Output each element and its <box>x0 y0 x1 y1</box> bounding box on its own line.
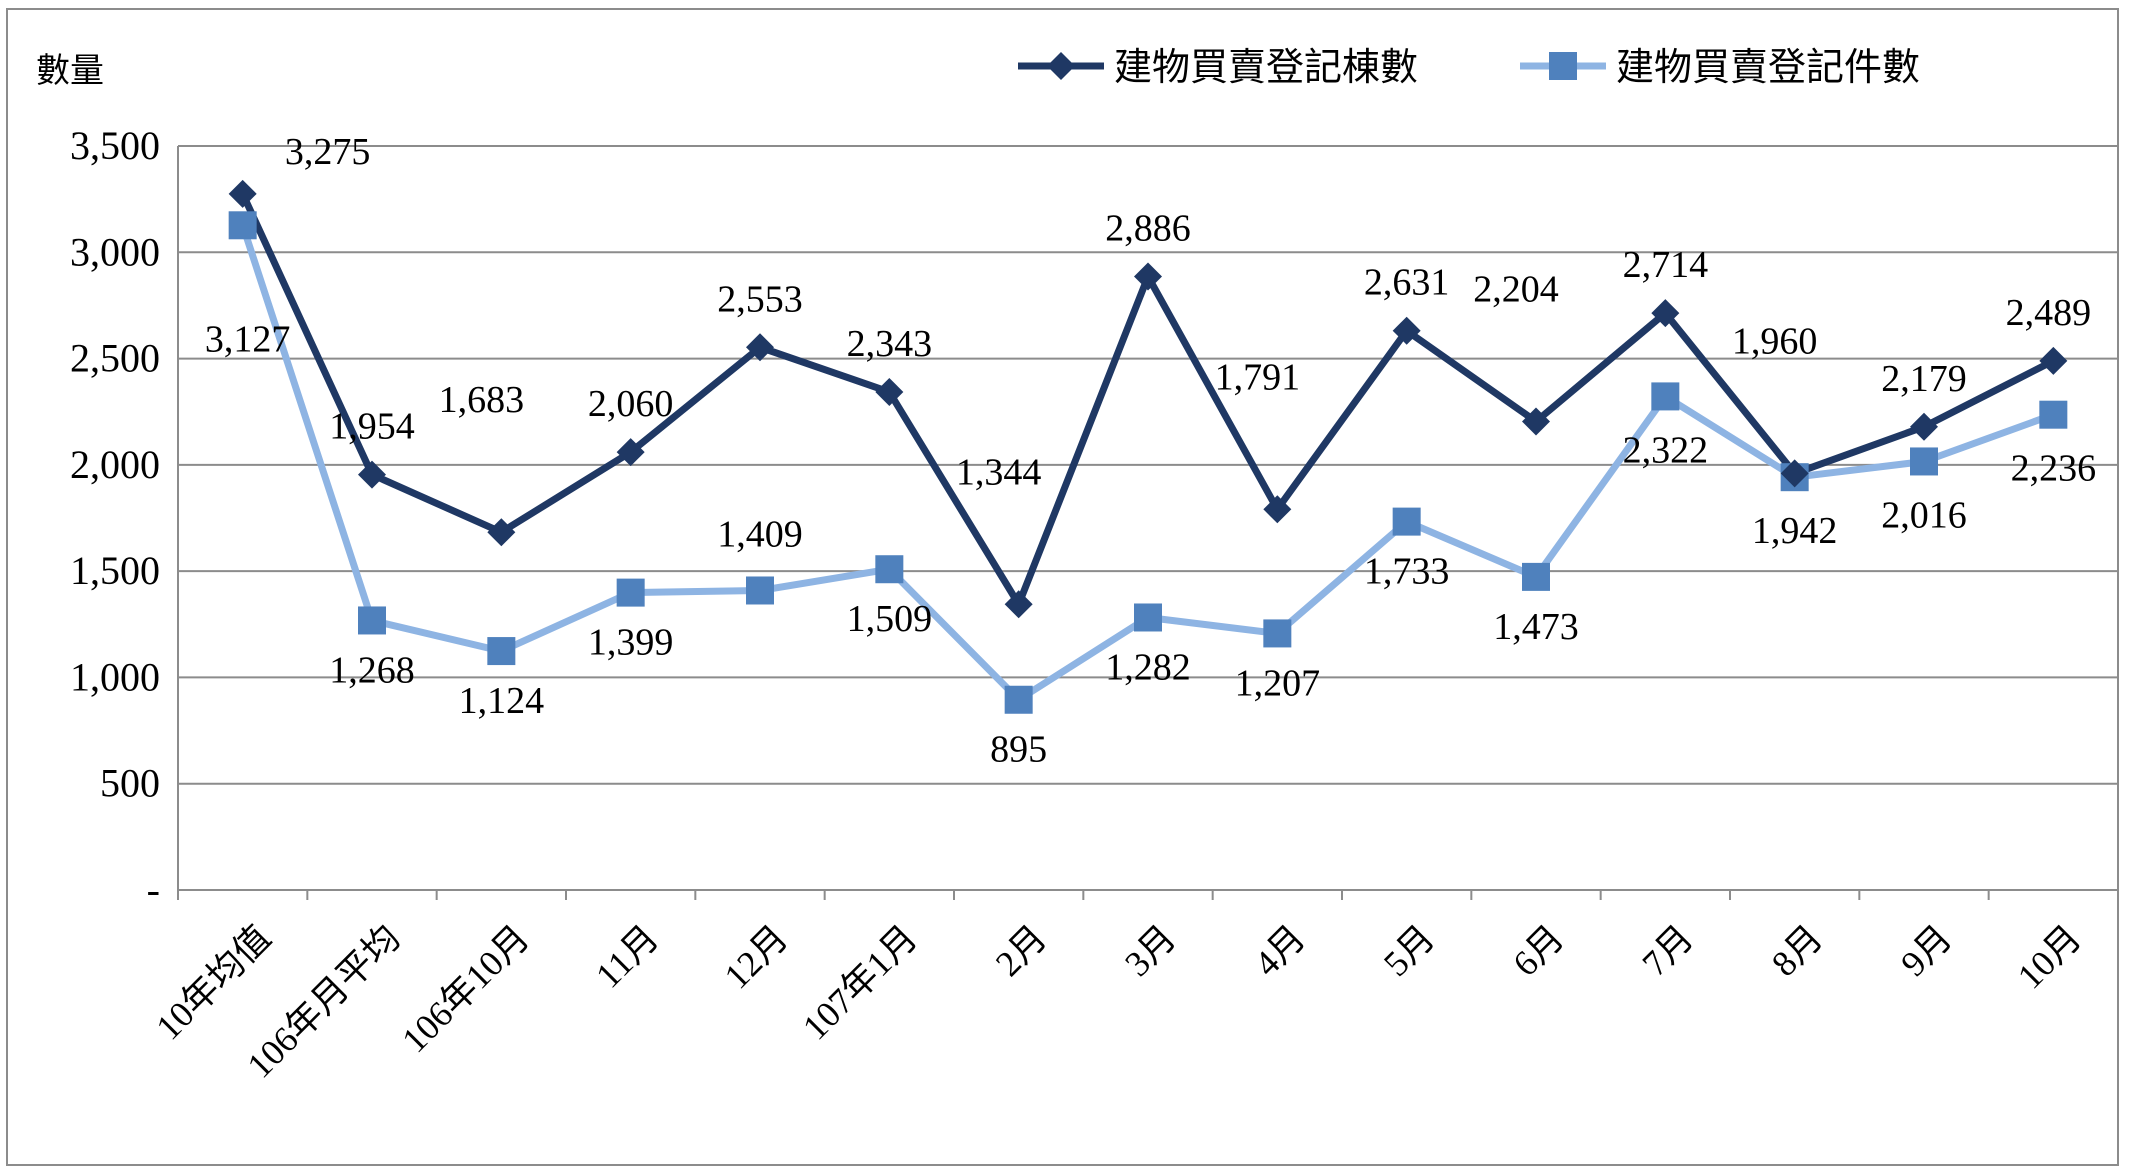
data-point <box>1910 447 1938 476</box>
data-point <box>1004 685 1033 714</box>
data-point <box>2039 400 2068 429</box>
data-point <box>1651 382 1680 411</box>
data-label: 1,509 <box>847 598 933 640</box>
legend-marker <box>1549 52 1577 80</box>
data-point <box>228 211 257 240</box>
data-label: 2,886 <box>1105 208 1191 250</box>
y-axis: - 500 1,000 1,500 2,000 2,500 3,000 3,500 <box>70 123 179 912</box>
y-tick-label: 3,000 <box>70 229 160 274</box>
x-tick-label: 10月 <box>2010 917 2089 996</box>
data-label: 3,127 <box>205 318 291 360</box>
y-tick-label: 500 <box>100 761 160 806</box>
y-tick-label: 2,500 <box>70 336 160 381</box>
data-point <box>358 460 386 489</box>
y-axis-label: 數量 <box>36 51 104 91</box>
data-label: 1,683 <box>439 379 525 421</box>
data-point <box>875 555 904 584</box>
y-tick-label: 3,500 <box>70 123 160 168</box>
data-point <box>616 578 645 607</box>
data-label: 1,733 <box>1364 551 1450 593</box>
data-label: 1,268 <box>329 649 415 691</box>
data-label: 2,016 <box>1881 494 1967 536</box>
data-label: 2,343 <box>847 323 933 365</box>
x-tick-label: 9月 <box>1893 917 1959 983</box>
series-layer <box>228 179 2068 714</box>
data-point <box>1780 459 1809 488</box>
y-tick-label: 1,500 <box>70 548 160 593</box>
x-tick-label: 10年均值 <box>148 917 278 1047</box>
data-point <box>1134 262 1162 291</box>
data-point <box>2039 346 2068 375</box>
x-tick-label: 2月 <box>988 917 1054 983</box>
data-label: 2,204 <box>1473 268 1559 310</box>
data-label: 2,714 <box>1623 244 1709 286</box>
y-tick-label: 1,000 <box>70 654 160 699</box>
data-point <box>487 637 516 666</box>
data-point <box>1263 619 1292 648</box>
x-tick-label: 4月 <box>1247 917 1313 983</box>
data-label: 1,344 <box>956 451 1042 493</box>
data-label: 1,124 <box>459 680 545 722</box>
x-tick-label: 107年1月 <box>795 917 925 1047</box>
legend: 建物買賣登記棟數 建物買賣登記件數 <box>1018 45 1920 89</box>
data-point <box>1392 316 1421 345</box>
data-point <box>1910 412 1938 441</box>
legend-entry: 建物買賣登記件數 <box>1616 45 1920 89</box>
data-label: 2,631 <box>1364 262 1450 304</box>
data-label: 1,399 <box>588 622 674 664</box>
data-label: 2,236 <box>2011 448 2097 490</box>
data-label: 1,942 <box>1752 510 1838 552</box>
data-point <box>1522 562 1550 591</box>
legend-entry: 建物買賣登記棟數 <box>1114 45 1418 89</box>
data-point <box>746 333 774 362</box>
data-label: 1,473 <box>1493 606 1579 648</box>
data-label: 1,282 <box>1105 646 1191 688</box>
x-tick-label: 6月 <box>1505 917 1571 983</box>
data-label: 1,791 <box>1215 356 1301 398</box>
data-point <box>616 438 645 467</box>
data-label: 3,275 <box>285 131 371 173</box>
x-tick-label: 7月 <box>1635 917 1701 983</box>
data-point <box>487 518 516 547</box>
data-point <box>1522 407 1550 436</box>
x-tick-label: 12月 <box>716 917 795 996</box>
data-point <box>1392 507 1421 536</box>
data-label: 2,179 <box>1881 358 1967 400</box>
y-tick-label: - <box>147 867 160 912</box>
data-label: 2,060 <box>588 383 674 425</box>
data-point <box>746 576 774 605</box>
data-label: 895 <box>990 729 1047 771</box>
x-tick-label: 3月 <box>1117 917 1183 983</box>
data-point <box>358 606 386 635</box>
x-tick-label: 106年10月 <box>394 917 537 1060</box>
legend-marker <box>1047 52 1075 80</box>
data-label: 2,322 <box>1623 429 1709 471</box>
gridlines <box>178 145 2118 785</box>
data-label: 1,409 <box>717 513 803 555</box>
data-point <box>1263 495 1292 524</box>
x-tick-label: 11月 <box>588 917 666 995</box>
data-label: 1,954 <box>329 406 415 448</box>
data-point <box>228 179 257 208</box>
data-point <box>1134 603 1162 632</box>
x-tick-label: 5月 <box>1376 917 1442 983</box>
data-labels: 3,275 1,954 1,683 2,060 2,553 2,343 1,344 2,886… <box>205 131 2096 771</box>
data-label: 2,489 <box>2006 292 2092 334</box>
data-label: 1,207 <box>1235 662 1321 704</box>
x-tick-label: 8月 <box>1764 917 1830 983</box>
data-point <box>1651 299 1680 328</box>
data-point <box>875 377 904 406</box>
y-tick-label: 2,000 <box>70 442 160 487</box>
data-label: 2,553 <box>717 278 803 320</box>
data-point <box>1004 590 1033 619</box>
data-label: 1,960 <box>1732 320 1818 362</box>
